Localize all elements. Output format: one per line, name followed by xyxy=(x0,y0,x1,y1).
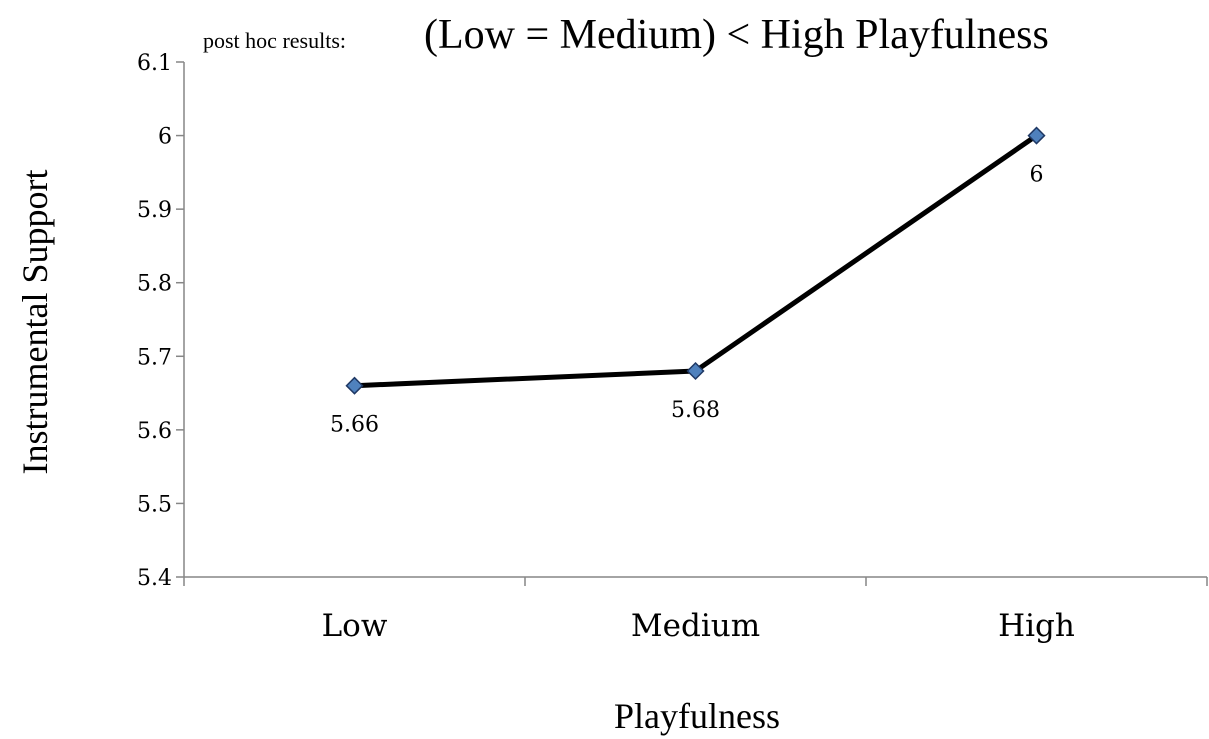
x-tick-label: Low xyxy=(322,608,388,644)
y-tick-label: 6.1 xyxy=(137,51,172,76)
y-tick-label: 6 xyxy=(158,125,172,150)
data-label: 5.66 xyxy=(330,413,379,438)
series-line xyxy=(354,133,1038,389)
y-tick-label: 5.4 xyxy=(137,566,172,591)
data-label: 5.68 xyxy=(671,398,720,423)
y-tick-label: 5.6 xyxy=(137,419,172,444)
data-point-marker xyxy=(345,376,364,395)
data-label: 6 xyxy=(1030,163,1044,188)
x-tick-label: High xyxy=(998,608,1075,644)
data-point-marker xyxy=(686,361,705,381)
series-group xyxy=(345,126,1046,395)
y-tick-label: 5.7 xyxy=(137,345,172,370)
data-point-marker xyxy=(1027,126,1046,145)
y-tick-label: 5.9 xyxy=(137,198,172,223)
y-tick-label: 5.8 xyxy=(137,272,172,297)
x-tick-label: Medium xyxy=(631,608,760,644)
x-axis-label: Playfulness xyxy=(614,696,780,736)
chart-title-prefix: post hoc results: xyxy=(203,28,346,53)
y-axis-label: Instrumental Support xyxy=(15,170,55,475)
data-labels: 5.66 5.68 6 xyxy=(330,163,1043,438)
y-tick-labels: 5.4 5.5 5.6 5.7 5.8 5.9 6 6.1 xyxy=(137,51,172,591)
chart-title: (Low = Medium) < High Playfulness xyxy=(424,12,1049,58)
x-tick-labels: Low Medium High xyxy=(322,608,1075,644)
y-tick-label: 5.5 xyxy=(137,492,172,517)
axes xyxy=(176,61,1208,586)
